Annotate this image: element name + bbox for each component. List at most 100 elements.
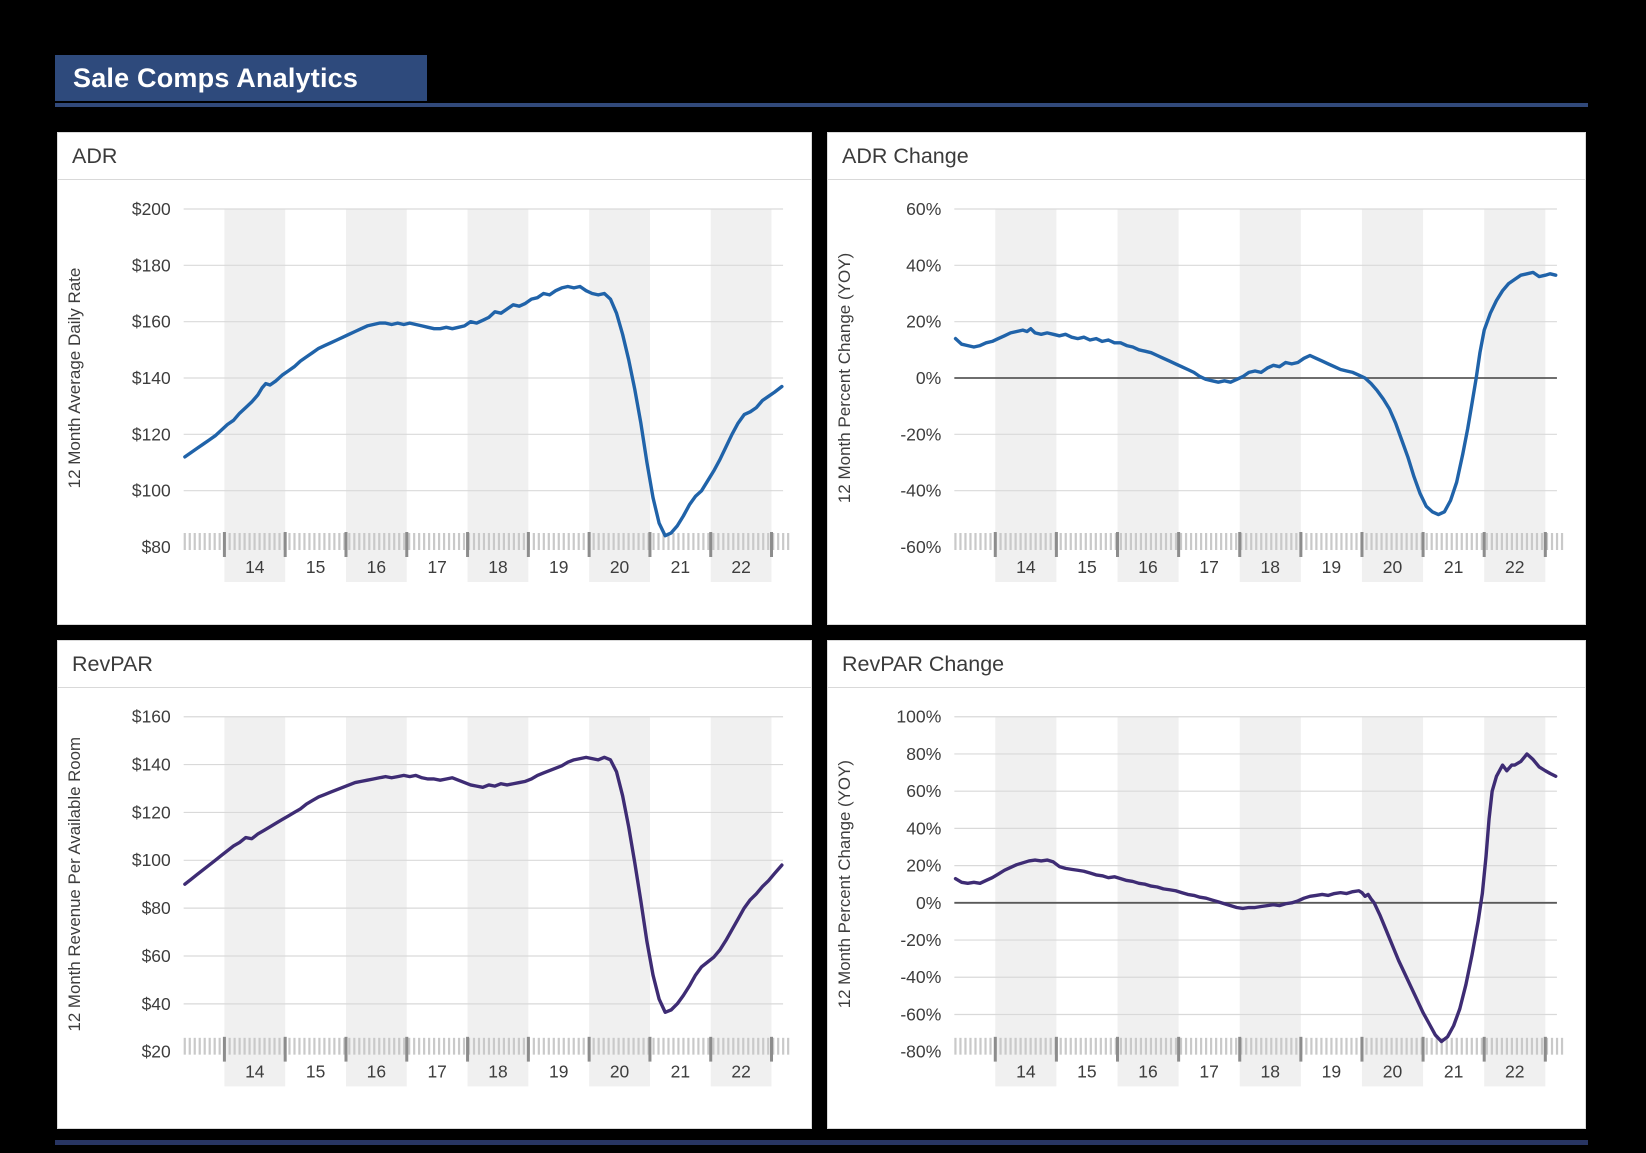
x-axis-year-ticks (222, 1036, 774, 1062)
svg-text:$180: $180 (132, 255, 171, 275)
x-axis-year-ticks (993, 1036, 1547, 1062)
svg-text:19: 19 (549, 1062, 568, 1082)
svg-text:$120: $120 (132, 424, 171, 444)
svg-text:$160: $160 (132, 707, 171, 727)
svg-text:40%: 40% (906, 818, 941, 838)
x-axis-minor-ticks (183, 533, 790, 550)
y-axis-title: 12 Month Revenue Per Available Room (65, 737, 84, 1032)
svg-text:14: 14 (245, 557, 265, 577)
svg-text:$100: $100 (132, 850, 171, 870)
y-axis-title: 12 Month Percent Change (YOY) (835, 253, 854, 503)
svg-text:$80: $80 (142, 537, 171, 557)
svg-text:15: 15 (1077, 1062, 1097, 1082)
svg-text:20: 20 (1383, 1062, 1403, 1082)
svg-text:15: 15 (306, 1062, 325, 1082)
x-axis-minor-ticks (183, 1037, 790, 1055)
y-axis-title: 12 Month Average Daily Rate (65, 268, 84, 489)
x-axis-labels: 14 15 16 17 18 19 20 21 22 (1016, 557, 1524, 577)
header-divider-rule (55, 103, 1588, 107)
y-gridlines (954, 716, 1557, 1016)
page-title: Sale Comps Analytics (55, 55, 427, 101)
svg-text:16: 16 (367, 1062, 386, 1082)
series-line (183, 284, 784, 538)
chart-title: ADR Change (842, 143, 969, 168)
svg-text:$200: $200 (132, 199, 171, 219)
svg-text:17: 17 (1199, 557, 1219, 577)
svg-text:20: 20 (610, 557, 630, 577)
adr-line-chart[interactable]: 14 15 16 17 18 19 20 21 22 $200 $180 $160 $140 $120 $1… (58, 180, 811, 624)
svg-text:0%: 0% (916, 893, 941, 913)
svg-text:16: 16 (367, 557, 386, 577)
svg-text:18: 18 (1261, 1062, 1281, 1082)
svg-text:-40%: -40% (900, 967, 941, 987)
svg-text:20: 20 (1383, 557, 1403, 577)
adr-change-chart-panel: ADR Change 14 15 16 17 18 19 20 21 22 60% 40% 20% 0%… (827, 132, 1586, 625)
x-axis-minor-ticks (954, 533, 1564, 550)
svg-text:14: 14 (245, 1062, 265, 1082)
svg-text:$160: $160 (132, 312, 171, 332)
year-shading-bands (224, 716, 772, 1087)
chart-title-bar: RevPAR (58, 641, 811, 688)
year-shading-bands (224, 209, 772, 582)
svg-text:$140: $140 (132, 368, 171, 388)
svg-text:$80: $80 (142, 898, 171, 918)
svg-text:-20%: -20% (900, 424, 941, 444)
svg-text:0%: 0% (916, 368, 941, 388)
page-title-label: Sale Comps Analytics (73, 62, 359, 93)
svg-text:100%: 100% (896, 707, 941, 727)
y-axis-labels: $200 $180 $160 $140 $120 $100 $80 (132, 199, 171, 557)
x-axis-year-ticks (993, 532, 1547, 557)
svg-text:-60%: -60% (900, 537, 941, 557)
svg-text:60%: 60% (906, 781, 941, 801)
adr-change-line-chart[interactable]: 14 15 16 17 18 19 20 21 22 60% 40% 20% 0% -20% -40% -60… (828, 180, 1585, 624)
y-axis-labels: 60% 40% 20% 0% -20% -40% -60% (900, 199, 941, 557)
svg-text:$100: $100 (132, 481, 171, 501)
svg-text:17: 17 (427, 1062, 446, 1082)
svg-text:$20: $20 (142, 1042, 171, 1062)
revpar-line-chart[interactable]: 14 15 16 17 18 19 20 21 22 $160 $140 $120 $100 $80 $60… (58, 688, 811, 1128)
svg-text:21: 21 (671, 1062, 690, 1082)
svg-text:17: 17 (427, 557, 446, 577)
svg-text:$60: $60 (142, 946, 171, 966)
svg-text:21: 21 (1444, 557, 1464, 577)
svg-text:14: 14 (1016, 1062, 1036, 1082)
y-gridlines (954, 208, 1557, 492)
footer-divider-rule (55, 1140, 1588, 1145)
svg-text:19: 19 (549, 557, 568, 577)
svg-text:$40: $40 (142, 994, 171, 1014)
y-axis-labels: $160 $140 $120 $100 $80 $60 $40 $20 (132, 707, 171, 1062)
svg-text:-60%: -60% (900, 1005, 941, 1025)
x-axis-labels: 14 15 16 17 18 19 20 21 22 (245, 1062, 751, 1082)
year-shading-bands (995, 716, 1546, 1087)
svg-text:20%: 20% (906, 312, 941, 332)
adr-chart-panel: ADR 14 15 16 17 18 19 20 21 22 $200 $180 $160 $140 $1… (57, 132, 812, 625)
svg-text:20: 20 (610, 1062, 629, 1082)
svg-text:$140: $140 (132, 755, 171, 775)
chart-title: RevPAR (72, 651, 153, 676)
svg-text:19: 19 (1322, 1062, 1342, 1082)
svg-text:21: 21 (671, 557, 690, 577)
svg-text:$120: $120 (132, 802, 171, 822)
svg-text:18: 18 (488, 557, 507, 577)
svg-text:16: 16 (1138, 557, 1158, 577)
svg-text:16: 16 (1138, 1062, 1158, 1082)
chart-title-bar: RevPAR Change (828, 641, 1585, 688)
svg-text:-20%: -20% (900, 930, 941, 950)
chart-title-bar: ADR (58, 133, 811, 180)
svg-text:22: 22 (731, 557, 750, 577)
svg-text:18: 18 (488, 1062, 507, 1082)
svg-text:18: 18 (1261, 557, 1281, 577)
y-axis-labels: 100% 80% 60% 40% 20% 0% -20% -40% -60% -80% (896, 707, 941, 1062)
chart-title: ADR (72, 143, 118, 168)
chart-title: RevPAR Change (842, 651, 1005, 676)
revpar-change-chart-panel: RevPAR Change 14 15 16 17 18 19 20 21 22 100% 80% 6… (827, 640, 1586, 1129)
x-axis-year-ticks (222, 532, 774, 557)
y-gridlines (183, 716, 784, 1005)
svg-text:22: 22 (731, 1062, 750, 1082)
year-shading-bands (995, 209, 1546, 582)
svg-text:22: 22 (1505, 1062, 1525, 1082)
revpar-change-line-chart[interactable]: 14 15 16 17 18 19 20 21 22 100% 80% 60% 40% 20% 0% -20%… (828, 688, 1585, 1128)
series-line (953, 270, 1558, 517)
svg-text:21: 21 (1444, 1062, 1464, 1082)
svg-text:40%: 40% (906, 255, 941, 275)
